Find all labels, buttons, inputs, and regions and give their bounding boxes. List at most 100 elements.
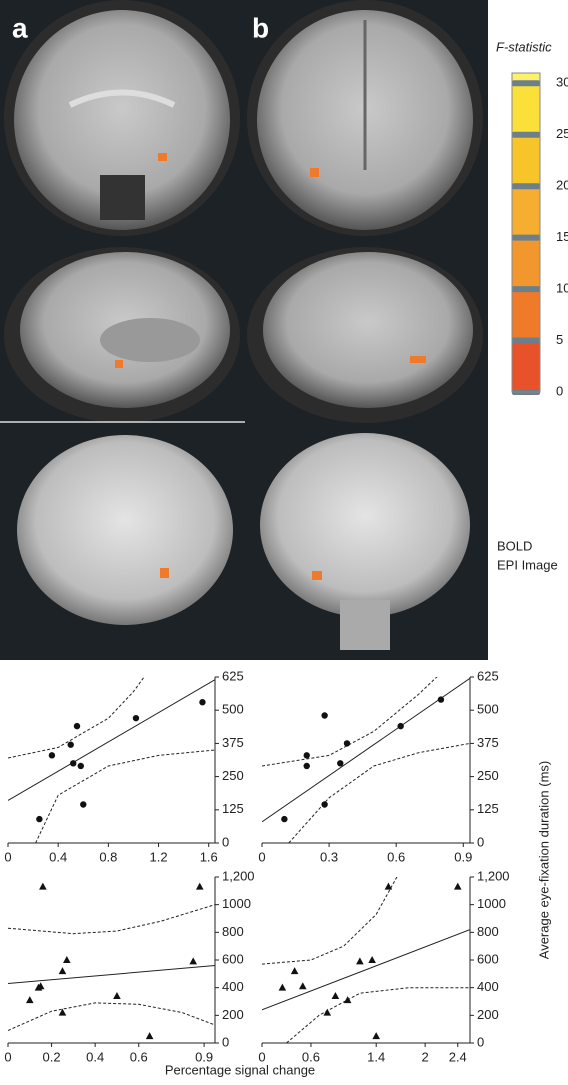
- y-tick-label: 500: [222, 702, 244, 717]
- y-tick-label: 125: [222, 801, 244, 816]
- ci-lower: [289, 743, 470, 843]
- y-tick-label: 1000: [477, 896, 506, 911]
- x-tick-label: 0.9: [454, 849, 472, 864]
- colorbar-band: [512, 135, 540, 186]
- y-tick-label: 600: [477, 951, 499, 966]
- panel-label: a: [12, 12, 28, 43]
- ci-upper: [8, 905, 215, 934]
- y-tick-label: 0: [477, 834, 484, 849]
- figure: a b BOLD EPI Image Percentage signal cha…: [0, 0, 568, 1085]
- colorbar-notch: [512, 235, 540, 241]
- point: [36, 816, 42, 822]
- sagittal-a: [4, 247, 240, 423]
- point: [26, 996, 34, 1003]
- colorbar-tick-label: 25: [556, 126, 568, 141]
- point: [321, 712, 327, 718]
- x-tick-label: 0.3: [320, 849, 338, 864]
- point: [368, 956, 376, 963]
- y-tick-label: 375: [477, 735, 499, 750]
- y-tick-label: 200: [477, 1007, 499, 1022]
- point: [356, 957, 364, 964]
- point: [291, 967, 299, 974]
- point: [385, 883, 393, 890]
- ci-lower: [287, 988, 471, 1043]
- y-tick-label: 400: [222, 979, 244, 994]
- y-tick-label: 400: [477, 979, 499, 994]
- y-axis-title: Average eye-fixation duration (ms): [536, 761, 551, 959]
- colorbar-band: [512, 83, 540, 134]
- point: [74, 723, 80, 729]
- point: [372, 1032, 380, 1039]
- colorbar-tick-label: 15: [556, 229, 568, 244]
- x-tick-label: 0: [258, 1049, 265, 1064]
- y-tick-label: 1,200: [477, 868, 510, 883]
- side-label: BOLD: [497, 538, 532, 553]
- colorbar-band: [512, 186, 540, 237]
- x-tick-label: 1.4: [367, 1049, 385, 1064]
- colorbar-tick-label: 20: [556, 178, 568, 193]
- y-tick-label: 125: [477, 801, 499, 816]
- point: [133, 715, 139, 721]
- x-tick-label: 2: [422, 1049, 429, 1064]
- page: a b BOLD EPI Image Percentage signal cha…: [0, 0, 568, 1085]
- y-tick-label: 1000: [222, 896, 251, 911]
- point: [49, 752, 55, 758]
- point: [344, 740, 350, 746]
- point: [332, 992, 340, 999]
- coronal-a: [4, 0, 240, 236]
- y-tick-label: 500: [477, 702, 499, 717]
- y-tick-label: 0: [222, 834, 229, 849]
- point: [78, 763, 84, 769]
- x-tick-label: 0.2: [43, 1049, 61, 1064]
- ci-lower: [36, 750, 215, 843]
- point: [438, 696, 444, 702]
- y-tick-label: 625: [477, 668, 499, 683]
- x-tick-label: 0: [4, 1049, 11, 1064]
- point: [70, 760, 76, 766]
- colorbar-title: F-statistic: [496, 39, 552, 54]
- point: [454, 883, 462, 890]
- y-tick-label: 0: [222, 1034, 229, 1049]
- x-tick-label: 0: [258, 849, 265, 864]
- panel-label: b: [252, 12, 269, 43]
- x-axis-title: Percentage signal change: [165, 1062, 315, 1077]
- x-tick-label: 0.4: [49, 849, 67, 864]
- point: [68, 742, 74, 748]
- point: [196, 883, 204, 890]
- point: [63, 956, 71, 963]
- coronal-b: [247, 0, 483, 236]
- x-tick-label: 0.6: [302, 1049, 320, 1064]
- fit-line: [8, 680, 215, 801]
- colorbar-notch: [512, 80, 540, 86]
- colorbar-band: [512, 238, 540, 289]
- point: [321, 801, 327, 807]
- colorbar-band: [512, 289, 540, 340]
- point: [59, 967, 67, 974]
- point: [113, 992, 121, 999]
- x-tick-label: 0.9: [195, 1049, 213, 1064]
- y-tick-label: 250: [477, 768, 499, 783]
- colorbar-band: [512, 341, 540, 392]
- y-tick-label: 250: [222, 768, 244, 783]
- x-tick-label: 0.4: [86, 1049, 104, 1064]
- ci-lower: [8, 1003, 215, 1031]
- colorbar-tick-label: 5: [556, 332, 563, 347]
- point: [189, 957, 197, 964]
- y-tick-label: 800: [477, 924, 499, 939]
- ci-upper: [262, 870, 401, 964]
- x-tick-label: 0.6: [130, 1049, 148, 1064]
- point: [279, 984, 287, 991]
- x-tick-label: 2.4: [449, 1049, 467, 1064]
- colorbar-tick-label: 30: [556, 75, 568, 90]
- y-tick-label: 200: [222, 1007, 244, 1022]
- y-tick-label: 0: [477, 1034, 484, 1049]
- x-tick-label: 0.8: [99, 849, 117, 864]
- y-tick-label: 375: [222, 735, 244, 750]
- fit-line: [8, 966, 215, 984]
- colorbar-notch: [512, 183, 540, 189]
- y-tick-label: 600: [222, 951, 244, 966]
- point: [299, 982, 307, 989]
- point: [39, 883, 47, 890]
- point: [323, 1009, 331, 1016]
- colorbar-tick-label: 10: [556, 281, 568, 296]
